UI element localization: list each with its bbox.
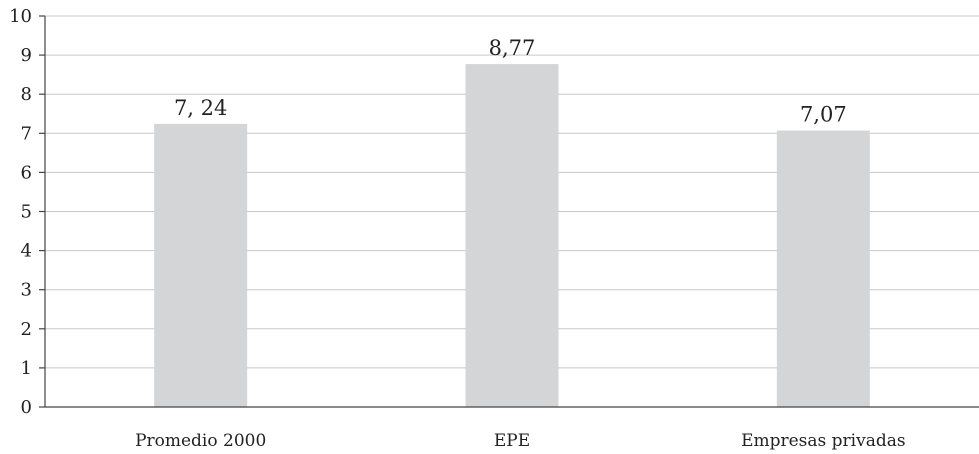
- bar-2: [776, 130, 870, 408]
- y-tick-label: 0: [21, 397, 32, 418]
- y-tick-label: 8: [21, 84, 32, 105]
- axes: [39, 15, 979, 408]
- data-label-0: 7, 24: [174, 96, 227, 120]
- y-tick-label: 1: [21, 358, 32, 379]
- y-tick-label: 9: [21, 45, 32, 66]
- y-tick-label: 10: [9, 6, 32, 27]
- data-label-2: 7,07: [800, 103, 847, 127]
- y-tick-label: 2: [21, 319, 32, 340]
- data-label-1: 8,77: [489, 36, 536, 60]
- bars: [154, 64, 870, 408]
- y-tick-label: 3: [21, 280, 32, 301]
- bar-1: [465, 64, 559, 407]
- x-category-label-1: EPE: [494, 431, 530, 451]
- y-tick-label: 6: [21, 162, 32, 183]
- y-tick-label: 4: [21, 241, 32, 262]
- y-tick-label: 7: [21, 123, 32, 144]
- bar-0: [154, 123, 248, 407]
- x-category-label-2: Empresas privadas: [741, 431, 906, 451]
- x-category-label-0: Promedio 2000: [135, 431, 266, 451]
- y-tick-label: 5: [21, 202, 32, 223]
- labels: 0 1 2 3 4 5 6 7 8 9 10 7, 24 Promedio 2000 8,77 EPE 7,0…: [9, 6, 905, 451]
